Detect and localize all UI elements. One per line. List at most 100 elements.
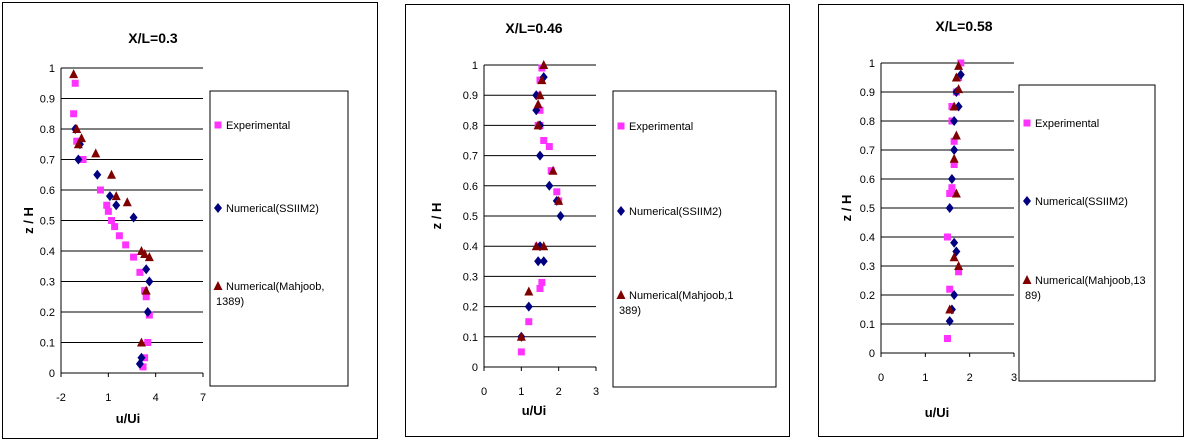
legend-label: Numerical(SSIIM2) — [629, 206, 722, 218]
y-tick-label: 0 — [869, 348, 875, 360]
data-point-series-2 — [144, 252, 154, 262]
data-point-series-2 — [533, 120, 543, 130]
legend-label: Numerical(SSIIM2) — [1035, 196, 1128, 208]
data-point-series-1 — [524, 301, 533, 312]
y-tick-label: 0.8 — [463, 120, 478, 132]
y-axis-label: z / H — [839, 195, 854, 222]
data-point-series-1 — [129, 212, 138, 223]
y-tick-label: 1 — [869, 58, 875, 70]
data-point-series-2 — [140, 249, 150, 259]
data-point-series-2 — [539, 60, 549, 69]
chart-svg-0: X/L=0.3 0 0.1 0.2 0.3 0.4 0.5 0.6 0.7 0.8 0.9 1 -2 1 4… — [21, 30, 349, 426]
legend-box — [209, 90, 349, 387]
data-point-series-2 — [951, 188, 961, 198]
data-point-series-0 — [944, 233, 951, 241]
y-tick-label: 0.9 — [463, 90, 478, 102]
legend-label-line: 89) — [1025, 290, 1041, 302]
data-point-series-0 — [946, 285, 954, 293]
y-tick-label: 0.5 — [463, 211, 478, 223]
legend-marker — [214, 203, 222, 213]
legend-label: Experimental — [629, 121, 693, 133]
data-point-series-1 — [945, 316, 954, 327]
data-point-series-0 — [139, 363, 147, 371]
data-point-series-0 — [111, 223, 119, 231]
x-axis-label: u/Ui — [522, 403, 547, 418]
data-point-series-1 — [142, 264, 151, 275]
y-tick-label: 0.3 — [463, 271, 478, 283]
data-point-series-1 — [74, 154, 83, 165]
data-point-series-2 — [537, 75, 547, 85]
data-point-series-1 — [112, 200, 121, 211]
data-point-series-2 — [136, 337, 146, 347]
y-axis-label: z / H — [21, 207, 36, 234]
legend-label-line: Numerical(Mahjoob,13 — [1035, 275, 1146, 287]
y-tick-label: 0.9 — [40, 94, 55, 106]
chart-panel-2: X/L=0.58 0 0.1 0.2 0.3 0.4 0.5 0.6 0.7 0.8 0.9 1 0 1 2… — [818, 4, 1184, 437]
data-point-series-1 — [545, 180, 554, 191]
legend-label-line: 1389) — [216, 296, 244, 308]
y-tick-label: 0.4 — [463, 241, 478, 253]
data-point-series-2 — [516, 331, 526, 341]
data-point-series-2 — [69, 69, 79, 79]
data-point-series-1 — [945, 203, 954, 213]
data-point-series-2 — [548, 165, 558, 175]
data-point-series-0 — [545, 143, 553, 151]
data-point-series-2 — [533, 99, 543, 109]
data-point-series-1 — [536, 150, 544, 161]
chart-title: X/L=0.58 — [935, 18, 992, 34]
data-point-series-2 — [951, 130, 961, 140]
y-tick-label: 0.8 — [40, 124, 55, 136]
chart-title: X/L=0.3 — [128, 30, 178, 46]
data-point-series-0 — [122, 241, 130, 249]
data-point-series-2 — [949, 252, 959, 262]
data-point-series-0 — [96, 186, 104, 194]
legend-marker — [617, 122, 625, 130]
data-point-series-2 — [554, 195, 564, 205]
data-point-series-1 — [950, 237, 959, 248]
y-tick-label: 0 — [472, 362, 478, 374]
x-tick-label: 1 — [922, 372, 928, 384]
data-point-series-0 — [540, 137, 548, 144]
x-tick-label: 0 — [878, 372, 884, 384]
x-axis-label: u/Ui — [925, 405, 950, 420]
data-point-series-2 — [954, 261, 964, 270]
y-tick-label: 0.7 — [40, 155, 55, 167]
y-tick-label: 0.1 — [40, 338, 55, 350]
y-tick-label: 1 — [49, 63, 55, 75]
data-point-series-2 — [949, 101, 959, 111]
y-tick-label: 0.6 — [860, 174, 875, 186]
y-tick-label: 1 — [472, 60, 478, 72]
x-tick-label: 4 — [153, 392, 159, 404]
chart-panel-0: X/L=0.3 0 0.1 0.2 0.3 0.4 0.5 0.6 0.7 0.8 0.9 1 -2 1 4… — [2, 2, 378, 439]
legend-label: Numerical(Mahjoob, 1389) — [216, 281, 324, 308]
data-point-series-2 — [106, 169, 116, 179]
data-point-series-0 — [142, 293, 150, 301]
data-point-series-2 — [949, 153, 959, 163]
data-point-series-0 — [517, 348, 525, 356]
data-point-series-1 — [950, 290, 959, 300]
data-point-series-0 — [107, 217, 115, 224]
chart-title: X/L=0.46 — [505, 20, 562, 36]
data-point-series-1 — [105, 191, 114, 202]
data-point-series-0 — [136, 268, 144, 276]
data-point-series-0 — [104, 207, 112, 215]
data-point-series-0 — [103, 201, 111, 209]
x-tick-label: 2 — [967, 372, 973, 384]
data-point-series-1 — [534, 256, 543, 267]
y-tick-label: 0.5 — [860, 203, 875, 215]
y-tick-label: 0.5 — [40, 216, 55, 228]
data-point-series-0 — [70, 110, 78, 118]
x-tick-label: 3 — [593, 386, 599, 398]
x-tick-label: 3 — [1011, 372, 1017, 384]
x-tick-label: 0 — [481, 386, 487, 398]
chart-svg-2: X/L=0.58 0 0.1 0.2 0.3 0.4 0.5 0.6 0.7 0.8 0.9 1 0 1 2… — [839, 18, 1156, 420]
data-point-series-2 — [535, 90, 545, 100]
data-point-series-0 — [115, 232, 123, 240]
data-point-series-0 — [955, 268, 963, 276]
data-point-series-2 — [111, 191, 121, 201]
data-point-series-0 — [950, 137, 958, 145]
data-point-series-2 — [141, 285, 151, 295]
legend-marker — [214, 121, 222, 129]
y-tick-label: 0.4 — [40, 246, 55, 258]
data-point-series-0 — [948, 187, 956, 195]
